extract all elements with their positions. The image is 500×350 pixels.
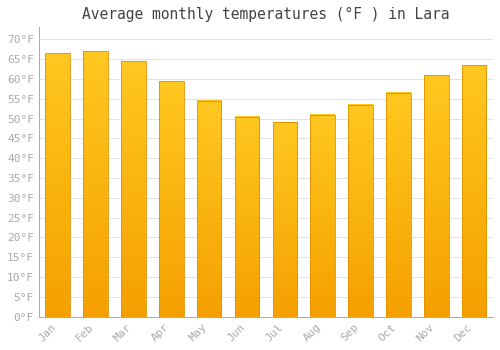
Bar (462, 65, 486, 317)
Bar (234, 117, 260, 317)
Bar (348, 105, 373, 317)
Bar (46, 53, 70, 317)
Bar (424, 75, 448, 317)
Bar (310, 114, 335, 317)
Title: Average monthly temperatures (°F ) in Lara: Average monthly temperatures (°F ) in La… (82, 7, 450, 22)
Bar (386, 93, 410, 317)
Bar (159, 81, 184, 317)
Bar (121, 61, 146, 317)
Bar (197, 101, 222, 317)
Bar (84, 51, 108, 317)
Bar (272, 122, 297, 317)
